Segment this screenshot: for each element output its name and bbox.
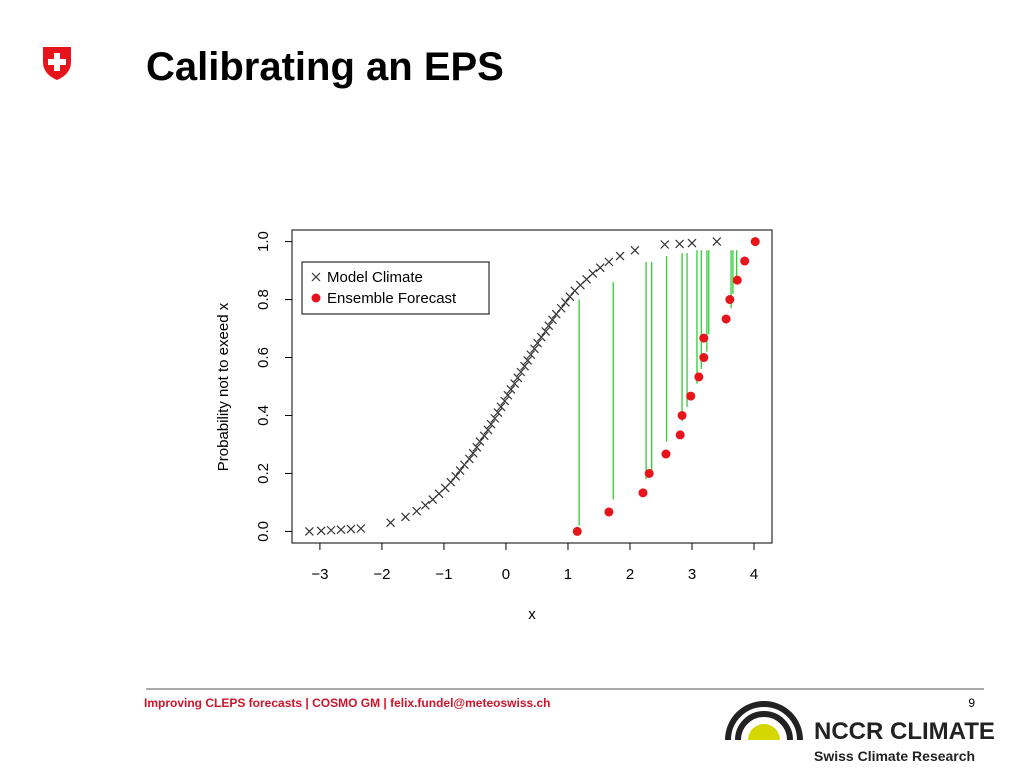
forecast-point [750,237,760,247]
swiss-shield [43,47,71,80]
climate-point [503,390,513,400]
x-tick-label: 4 [750,566,758,583]
climate-point [496,402,506,412]
climate-point [604,257,614,267]
climate-point [544,321,554,331]
footer-text: Improving CLEPS forecasts | COSMO GM | f… [144,696,551,710]
climate-point [386,518,396,528]
climate-point [455,466,465,475]
climate-point [475,437,485,446]
climate-point [493,408,503,418]
climate-point [660,240,670,249]
forecast-point [732,275,742,285]
x-tick-label: 1 [564,566,572,583]
forecast-point [644,468,654,478]
climate-point [346,524,356,534]
climate-point [490,413,500,423]
climate-point [486,419,496,429]
climate-point [506,384,516,394]
climate-point [472,442,482,452]
climate-point [536,332,546,342]
y-tick-label: 0.0 [255,521,272,542]
climate-point [304,526,314,536]
climate-point [615,251,625,261]
forecast-point [686,391,696,401]
climate-point [520,361,529,371]
x-tick-label: −2 [373,566,390,583]
climate-point [316,526,326,536]
logo-title: NCCR CLIMATE [814,718,995,745]
climate-point [464,454,474,464]
climate-point [510,379,520,389]
climate-point [548,315,557,325]
climate-point [412,506,422,516]
y-tick-label: 0.8 [255,289,272,310]
legend-label: Model Climate [327,269,423,286]
climate-point [533,338,543,348]
climate-point [513,373,523,383]
climate-point [500,396,510,406]
forecast-point [699,333,709,343]
climate-point [675,239,685,249]
climate-point [541,327,551,336]
legend-marker [311,272,321,282]
climate-point [356,524,366,533]
climate-point [468,448,478,458]
x-tick-label: 0 [502,566,510,583]
climate-point [451,471,461,481]
climate-point [595,263,605,273]
y-tick-label: 1.0 [255,231,272,252]
climate-point [523,355,533,365]
forecast-point [675,430,685,440]
climate-point [588,269,598,278]
x-tick-label: 3 [688,566,696,583]
y-tick-label: 0.6 [255,347,272,368]
legend-label: Ensemble Forecast [327,290,457,307]
slide-title: Calibrating an EPS [146,45,504,89]
climate-point [420,500,430,510]
climate-point [530,344,539,354]
y-tick-label: 0.2 [255,463,272,484]
legend-marker [311,293,321,303]
forecast-point [694,372,704,382]
climate-point [483,425,493,435]
forecast-point [740,256,750,266]
climate-point [336,525,346,535]
legend-box [301,261,490,315]
climate-point [401,512,410,522]
page-number: 9 [968,696,975,710]
x-axis-label: x [528,606,536,623]
forecast-point [725,295,735,305]
climate-point [712,237,722,247]
x-tick-label: −1 [435,566,452,583]
forecast-point [721,314,731,324]
logo-subtitle: Swiss Climate Research [814,748,975,764]
y-tick-label: 0.4 [255,405,272,426]
climate-point [479,431,489,441]
forecast-point [661,449,671,459]
forecast-point [604,507,614,517]
nccr-logo-mark [725,701,803,741]
forecast-point [677,410,687,420]
climate-point [526,350,536,360]
climate-point [687,238,697,248]
climate-point [326,525,336,535]
x-tick-label: 2 [626,566,634,583]
climate-point [516,367,526,377]
y-axis-label: Probability not to exeed x [215,302,232,471]
climate-point [630,245,640,255]
plot: −3 −2 −1 0 1 2 3 4 0.0 0.2 0.4 0.6 0.8 1.0 Model Clima… [255,231,760,583]
forecast-point [572,526,582,536]
x-tick-label: −3 [311,566,328,583]
climate-point [561,298,570,307]
climate-point [556,303,566,313]
forecast-point [699,353,709,363]
forecast-point [638,488,648,498]
plot-frame [291,229,773,544]
